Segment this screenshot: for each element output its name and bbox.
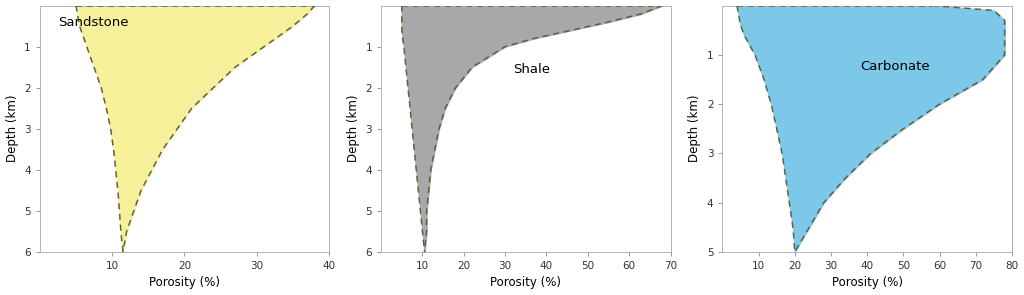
X-axis label: Porosity (%): Porosity (%) (148, 276, 220, 289)
Y-axis label: Depth (km): Depth (km) (5, 95, 18, 163)
Text: Carbonate: Carbonate (860, 60, 930, 73)
Text: Sandstone: Sandstone (57, 16, 128, 29)
X-axis label: Porosity (%): Porosity (%) (831, 276, 903, 289)
X-axis label: Porosity (%): Porosity (%) (490, 276, 561, 289)
Y-axis label: Depth (km): Depth (km) (688, 95, 701, 163)
Y-axis label: Depth (km): Depth (km) (347, 95, 359, 163)
Text: Shale: Shale (513, 63, 551, 76)
